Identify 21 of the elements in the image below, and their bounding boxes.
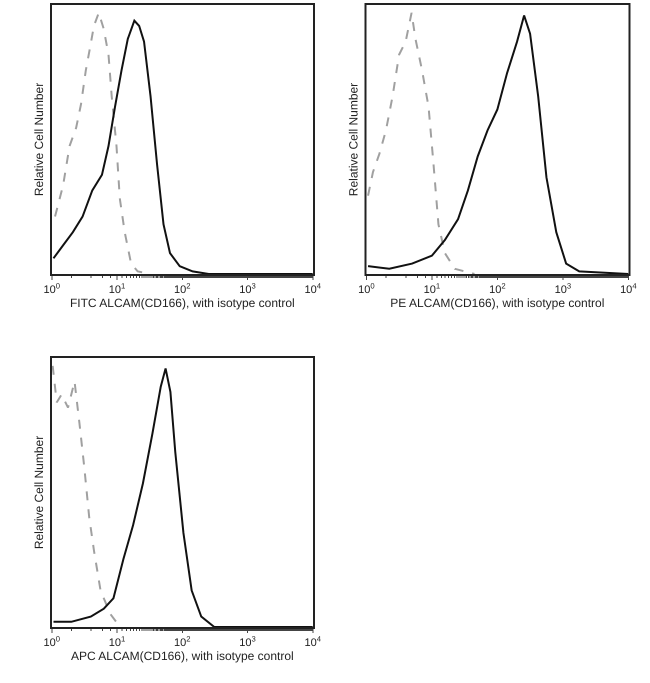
x-tick-label: 10$^{4}$: [304, 634, 322, 649]
x-tick-label: 10$^{3}$: [239, 634, 256, 649]
x-tick-label: 10$^{2}$: [174, 634, 191, 649]
x-axis-title: APC ALCAM(CD166), with isotype control: [70, 648, 294, 663]
x-tick-label: 10$^{0}$: [44, 634, 60, 649]
x-tick-label: 10$^{0}$: [358, 281, 375, 296]
y-axis-title: Relative Cell Number: [346, 82, 360, 196]
x-tick-label: 10$^{3}$: [554, 281, 572, 296]
x-tick-label: 10$^{2}$: [489, 281, 506, 296]
x-axis-title: PE ALCAM(CD166), with isotype control: [390, 296, 604, 310]
y-axis-title: Relative Cell Number: [32, 436, 46, 550]
x-tick-label: 10$^{1}$: [424, 281, 440, 296]
x-tick-label: 10$^{4}$: [304, 281, 322, 296]
x-axis-title: FITC ALCAM(CD166), with isotype control: [70, 296, 295, 310]
x-tick-label: 10$^{0}$: [44, 281, 60, 296]
x-tick-label: 10$^{3}$: [239, 281, 256, 296]
x-tick-label: 10$^{4}$: [620, 281, 638, 296]
y-axis-title: Relative Cell Number: [32, 82, 46, 196]
x-tick-label: 10$^{2}$: [174, 281, 191, 296]
x-tick-label: 10$^{1}$: [108, 281, 126, 296]
x-tick-label: 10$^{1}$: [108, 634, 126, 649]
